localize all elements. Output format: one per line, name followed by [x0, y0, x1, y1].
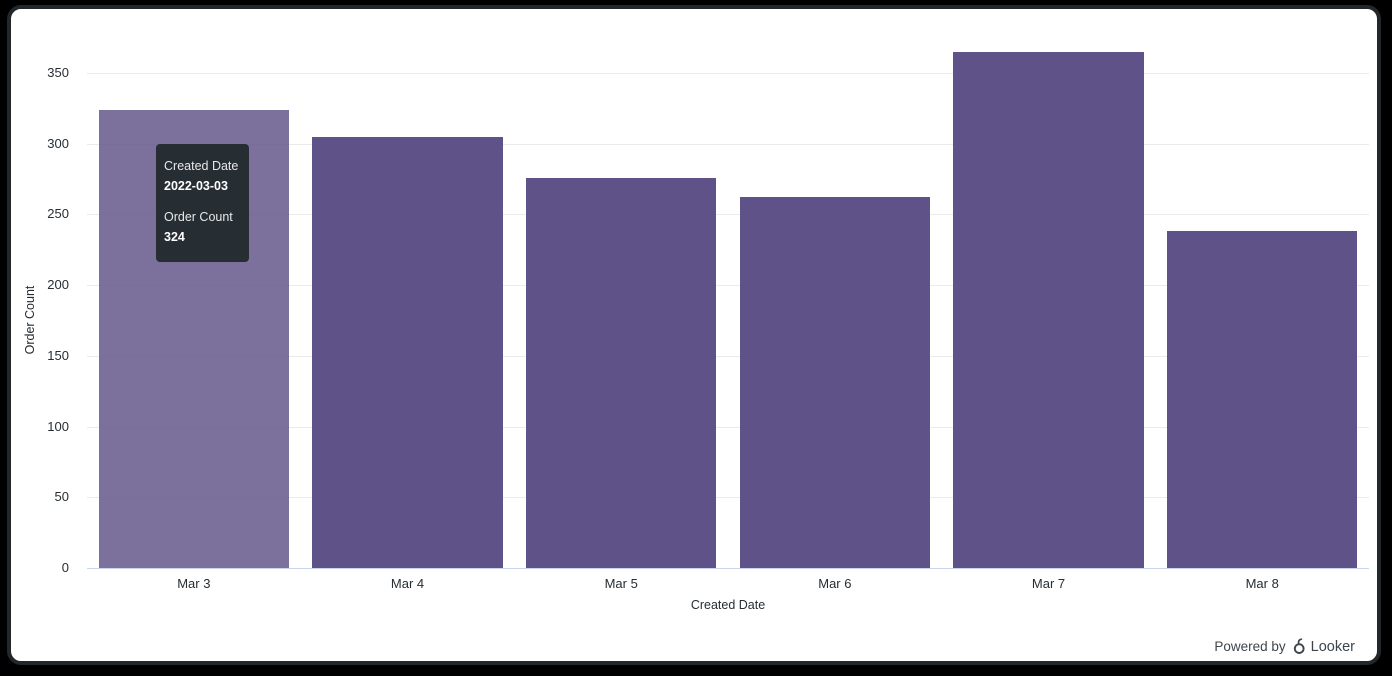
bar-slot-Mar 7 — [942, 9, 1156, 568]
bar-slot-Mar 8 — [1155, 9, 1369, 568]
tooltip-measure-value: 324 — [164, 230, 185, 244]
tooltip-dimension: Created Date 2022-03-03 — [164, 156, 239, 196]
y-tick-label-0: 0 — [61, 560, 69, 575]
y-tick-label-300: 300 — [47, 135, 69, 151]
bar-Mar 5[interactable] — [526, 178, 717, 568]
x-tick-label-Mar 6: Mar 6 — [818, 576, 852, 591]
x-axis-title: Created Date — [690, 598, 766, 612]
y-tick-label-250: 250 — [47, 206, 69, 222]
gridline-200 — [87, 285, 1369, 287]
gridline-300 — [87, 143, 1369, 145]
gridline-250 — [87, 214, 1369, 216]
powered-by-text: Powered by — [1214, 639, 1286, 654]
bar-slot-Mar 6 — [728, 9, 942, 568]
tooltip-dimension-value: 2022-03-03 — [164, 179, 228, 193]
x-axis-line — [87, 568, 1369, 569]
y-tick-label-200: 200 — [47, 277, 69, 293]
x-tick-label-Mar 8: Mar 8 — [1245, 576, 1279, 591]
tooltip-measure-label: Order Count — [164, 210, 233, 224]
y-tick-label-350: 350 — [47, 65, 69, 80]
y-axis-title: Order Count — [23, 285, 37, 355]
gridline-100 — [87, 426, 1369, 428]
bar-Mar 8[interactable] — [1167, 231, 1358, 568]
x-axis-tick-labels: Mar 3 Mar 4 Mar 5 Mar 6 Mar 7 Mar 8 — [87, 576, 1369, 591]
x-tick-label-Mar 3: Mar 3 — [177, 576, 211, 591]
y-tick-label-100: 100 — [47, 418, 69, 434]
x-tick-label-Mar 4: Mar 4 — [390, 576, 425, 591]
hover-tooltip: Created Date 2022-03-03 Order Count 324 — [156, 144, 249, 262]
bar-Mar 4[interactable] — [312, 137, 503, 568]
tooltip-dimension-label: Created Date — [164, 159, 239, 173]
looker-logo-icon — [1293, 638, 1305, 654]
brand-name: Looker — [1310, 638, 1355, 655]
bar-slot-Mar 4 — [301, 9, 515, 568]
bar-Mar 7[interactable] — [953, 52, 1144, 568]
gridline-50 — [87, 497, 1369, 499]
bar-Mar 6[interactable] — [739, 197, 930, 568]
x-tick-label-Mar 7: Mar 7 — [1031, 576, 1066, 591]
tooltip-measure: Order Count 324 — [164, 207, 239, 247]
y-tick-label-50: 50 — [54, 489, 69, 505]
bar-slot-Mar 3 — [87, 9, 301, 568]
x-tick-label-Mar 5: Mar 5 — [604, 576, 638, 591]
gridline-150 — [87, 355, 1369, 357]
powered-by-looker[interactable]: Powered by Looker — [1214, 638, 1355, 655]
bar-series — [87, 9, 1369, 568]
bar-slot-Mar 5 — [514, 9, 728, 568]
y-tick-label-150: 150 — [47, 347, 69, 363]
gridline-350 — [87, 73, 1369, 74]
